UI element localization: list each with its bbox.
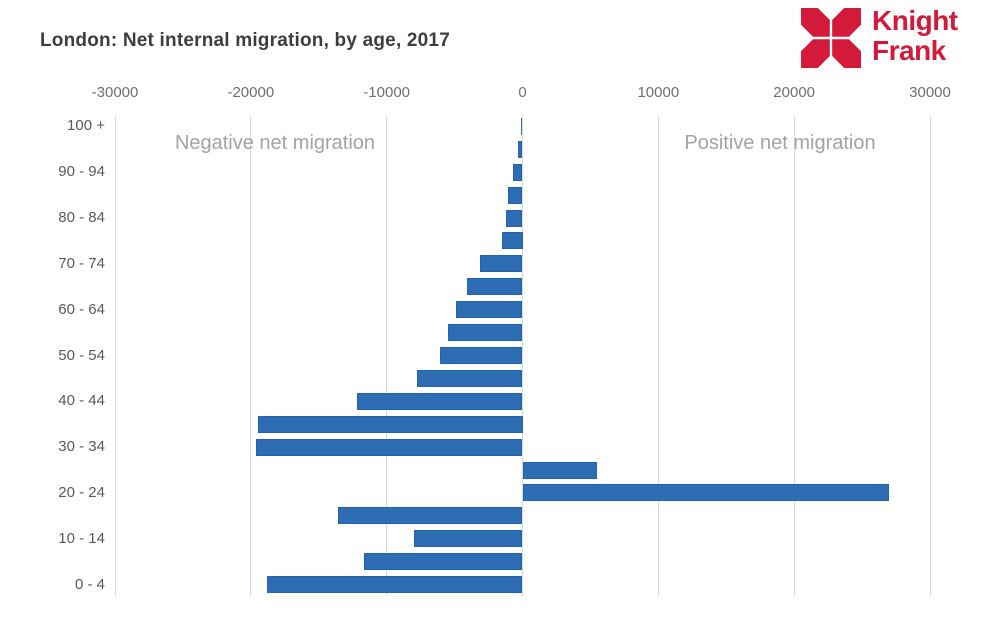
logo-word-knight: Knight: [872, 5, 958, 36]
bar-age-10-14[interactable]: [413, 530, 523, 548]
y-label-10-14: 10 - 14: [58, 529, 105, 547]
bar-age-60-64[interactable]: [455, 301, 523, 319]
bar-age-30-34[interactable]: [256, 438, 523, 456]
bar-age-80-84[interactable]: [506, 209, 523, 227]
y-label-0-4: 0 - 4: [74, 575, 105, 593]
y-label-30-34: 30 - 34: [58, 438, 105, 456]
bar-age-95-99[interactable]: [518, 140, 523, 158]
x-tick-label-30000: 30000: [909, 84, 951, 101]
y-axis-category-labels: 100 + 90 - 94 80 - 84 70 - 74 60 - 64 50 - 54…: [0, 115, 105, 596]
x-tick-label--10000: -10000: [363, 84, 411, 101]
bar-age-0-4[interactable]: [267, 576, 523, 594]
y-label-80-84: 80 - 84: [58, 209, 105, 227]
bar-age-45-49[interactable]: [416, 369, 523, 387]
x-tick-label-10000: 10000: [637, 84, 680, 101]
bar-age-65-69[interactable]: [466, 278, 523, 296]
knight-frank-logo: Knight Frank: [800, 6, 980, 70]
y-label-50-54: 50 - 54: [58, 346, 105, 364]
bar-age-25-29[interactable]: [522, 461, 598, 479]
bar-age-85-89[interactable]: [507, 186, 523, 204]
bar-age-35-39[interactable]: [257, 415, 523, 433]
y-label-60-64: 60 - 64: [58, 300, 105, 318]
bar-age-75-79[interactable]: [502, 232, 523, 250]
plot-area: Negative net migration Positive net migr…: [114, 115, 931, 596]
bar-age-20-24[interactable]: [522, 484, 890, 502]
gridline--10000: [386, 116, 388, 596]
y-label-20-24: 20 - 24: [58, 483, 105, 501]
bar-age-50-54[interactable]: [439, 347, 523, 364]
chart-title: London: Net internal migration, by age, …: [40, 30, 450, 51]
x-axis-tick-labels: -30000 -20000 -10000 0 10000 20000 30000: [92, 84, 951, 104]
y-label-40-44: 40 - 44: [58, 392, 105, 410]
x-tick-label--30000: -30000: [91, 84, 139, 101]
logo-word-frank: Frank: [872, 35, 946, 66]
annotation-positive-net-migration: Positive net migration: [684, 132, 876, 154]
x-tick-label--20000: -20000: [227, 84, 275, 101]
knight-frank-logo-icon: [801, 8, 861, 68]
x-tick-label-20000: 20000: [773, 84, 816, 101]
bar-age-5-9[interactable]: [363, 553, 523, 571]
gridline--30000: [114, 116, 116, 596]
annotation-negative-net-migration: Negative net migration: [174, 132, 376, 154]
gridline-30000: [929, 116, 931, 596]
x-tick-label-0: 0: [518, 84, 527, 101]
bar-age-100+[interactable]: [521, 117, 523, 135]
knight-frank-wordmark: Knight Frank: [872, 6, 958, 66]
y-label-70-74: 70 - 74: [58, 254, 105, 272]
bar-age-15-19[interactable]: [337, 507, 523, 525]
y-label-90-94: 90 - 94: [58, 163, 105, 181]
gridline-20000: [793, 116, 795, 596]
gridline-0: [522, 116, 523, 596]
bar-age-70-74[interactable]: [480, 255, 523, 273]
gridline-10000: [657, 116, 659, 596]
y-label-100+: 100 +: [67, 117, 105, 135]
gridline--20000: [250, 116, 252, 596]
bar-age-40-44[interactable]: [356, 392, 523, 410]
bar-age-90-94[interactable]: [512, 163, 523, 181]
bar-age-55-59[interactable]: [447, 324, 523, 342]
